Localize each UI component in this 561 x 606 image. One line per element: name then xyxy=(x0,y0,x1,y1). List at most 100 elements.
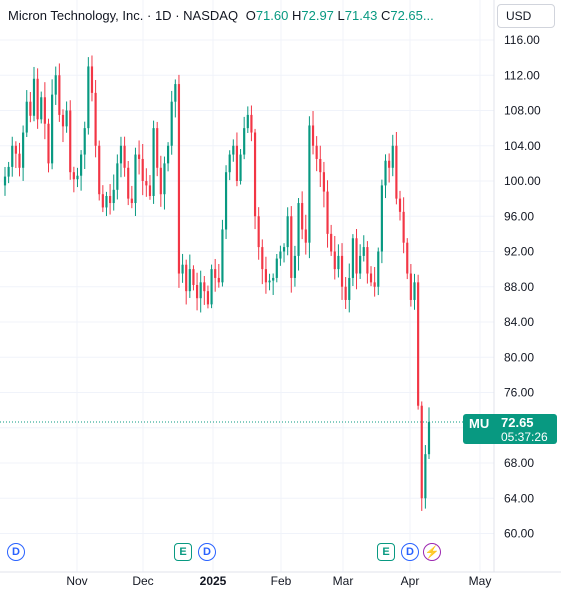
candle-body xyxy=(166,145,170,164)
price-tick-label: 96.00 xyxy=(504,209,534,223)
time-tick-label: Apr xyxy=(401,574,420,588)
candle-body xyxy=(127,167,130,199)
candle-body xyxy=(297,203,300,256)
candle-body xyxy=(406,242,409,274)
candle-body xyxy=(116,163,119,190)
candle-body xyxy=(301,203,304,230)
candle-body xyxy=(286,216,289,248)
candle-body xyxy=(54,75,57,95)
last-price-value: 72.65 xyxy=(501,415,534,430)
earnings-event-icon[interactable]: E xyxy=(377,543,395,561)
candle-body xyxy=(279,251,282,259)
candle-body xyxy=(109,195,112,204)
candle-body xyxy=(174,84,177,102)
candle-body xyxy=(214,269,217,278)
candle-body xyxy=(47,123,50,164)
candle-body xyxy=(261,247,264,270)
candle-body xyxy=(195,284,199,299)
candle-body xyxy=(25,101,28,133)
dividend-event-icon[interactable]: D xyxy=(401,543,419,561)
price-tick-label: 100.00 xyxy=(504,174,541,188)
candle-body xyxy=(148,185,152,196)
candle-body xyxy=(145,181,148,186)
candle-body xyxy=(427,422,431,455)
time-tick-label: Nov xyxy=(66,574,87,588)
candle-body xyxy=(337,255,340,270)
candle-body xyxy=(65,110,68,127)
time-tick-label: May xyxy=(469,574,492,588)
high-value: 72.97 xyxy=(301,8,334,23)
price-tick-label: 68.00 xyxy=(504,456,534,470)
time-tick-label: Feb xyxy=(271,574,292,588)
price-tick-label: 112.00 xyxy=(504,68,540,82)
exchange-label: NASDAQ xyxy=(183,8,239,23)
candle-body xyxy=(424,454,427,499)
time-axis[interactable]: Nov Dec 2025 Feb Mar Apr May xyxy=(66,574,491,588)
low-label: L xyxy=(337,8,345,23)
candle-body xyxy=(14,145,17,154)
candle-body xyxy=(322,172,325,192)
ticker-label: MU xyxy=(469,416,490,431)
candle-body xyxy=(366,247,369,274)
price-tick-label: 64.00 xyxy=(504,491,534,505)
candle-body xyxy=(228,154,231,173)
candle-body xyxy=(232,145,235,155)
bar-countdown: 05:37:26 xyxy=(501,430,548,444)
candle-body xyxy=(40,97,43,120)
price-tick-label: 108.00 xyxy=(504,104,541,118)
candle-body xyxy=(137,154,141,159)
candle-body xyxy=(188,269,191,292)
candle-body xyxy=(152,128,155,196)
candle-body xyxy=(210,269,213,305)
candle-body xyxy=(257,216,260,248)
candle-body xyxy=(417,282,420,406)
split-event-icon[interactable]: ⚡ xyxy=(423,543,441,561)
candle-body xyxy=(348,277,351,300)
candle-body xyxy=(11,145,14,167)
currency-button[interactable]: USD xyxy=(497,4,555,28)
price-tick-label: 80.00 xyxy=(504,350,534,364)
candle-body xyxy=(330,233,333,252)
candle-body xyxy=(3,176,7,186)
dividend-event-icon[interactable]: D xyxy=(198,543,216,561)
candle-body xyxy=(61,114,65,127)
symbol-name[interactable]: Micron Technology, Inc. xyxy=(8,8,144,23)
symbol-legend[interactable]: Micron Technology, Inc. · 1D · NASDAQ O7… xyxy=(8,8,434,23)
candle-body xyxy=(373,282,376,287)
candle-body xyxy=(119,145,123,164)
candle-body xyxy=(243,128,246,155)
candle-body xyxy=(402,211,405,243)
candle-body xyxy=(308,125,311,243)
candle-body xyxy=(206,291,210,305)
candle-body xyxy=(221,229,224,283)
candle-body xyxy=(76,175,79,180)
candle-body xyxy=(123,145,126,168)
candle-body xyxy=(326,191,329,234)
candle-body xyxy=(290,216,293,278)
price-axis[interactable]: 116.00 112.00 108.00 104.00 100.00 96.00 92.00… xyxy=(504,33,541,541)
candle-body xyxy=(98,145,101,195)
candle-body xyxy=(32,78,36,116)
more-values-ellipsis[interactable]: ... xyxy=(422,8,434,23)
interval-label[interactable]: 1D xyxy=(154,8,172,23)
close-value: 72.65 xyxy=(390,8,423,23)
candle-body xyxy=(235,145,239,181)
candle-body xyxy=(369,273,373,283)
candle-body xyxy=(185,264,188,292)
candle-body xyxy=(362,247,365,256)
candle-body xyxy=(83,128,86,155)
grid-lines xyxy=(0,0,494,572)
candle-body xyxy=(395,145,398,199)
dividend-event-icon[interactable]: D xyxy=(7,543,25,561)
candle-body xyxy=(217,277,220,283)
candle-body xyxy=(272,277,275,281)
candle-body xyxy=(253,132,257,217)
candle-body xyxy=(319,158,322,173)
time-tick-label: Mar xyxy=(333,574,354,588)
candle-body xyxy=(170,101,173,146)
candle-body xyxy=(58,75,61,115)
candle-body xyxy=(18,153,21,168)
earnings-event-icon[interactable]: E xyxy=(174,543,192,561)
